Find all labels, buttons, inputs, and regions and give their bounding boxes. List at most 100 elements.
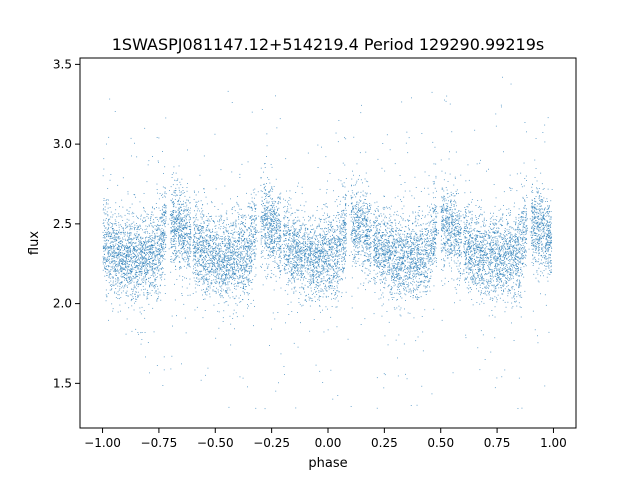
data-point — [527, 228, 528, 229]
data-point — [173, 244, 174, 245]
data-point — [115, 278, 116, 279]
data-point — [157, 233, 158, 234]
data-point — [440, 206, 441, 207]
data-point — [117, 279, 118, 280]
data-point — [460, 211, 461, 212]
data-point — [381, 213, 382, 214]
data-point — [458, 253, 459, 254]
data-point — [355, 254, 356, 255]
data-point — [325, 228, 326, 229]
data-point — [337, 256, 338, 257]
data-point — [414, 231, 415, 232]
data-point — [545, 245, 546, 246]
data-point — [393, 214, 394, 215]
data-point — [125, 228, 126, 229]
data-point — [186, 268, 187, 269]
data-point — [427, 234, 428, 235]
data-point — [139, 248, 140, 249]
data-point — [171, 238, 172, 239]
data-point — [313, 281, 314, 282]
data-point — [427, 238, 428, 239]
data-point — [507, 238, 508, 239]
data-point — [262, 205, 263, 206]
data-point — [352, 266, 353, 267]
data-point — [401, 298, 402, 299]
data-point — [491, 229, 492, 230]
data-point — [104, 230, 105, 231]
data-point — [238, 212, 239, 213]
data-point — [183, 236, 184, 237]
data-point — [473, 278, 474, 279]
data-point — [542, 229, 543, 230]
data-point — [541, 221, 542, 222]
data-point — [545, 208, 546, 209]
data-point — [523, 245, 524, 246]
data-point — [326, 288, 327, 289]
data-point — [337, 212, 338, 213]
data-point — [317, 262, 318, 263]
data-point — [533, 259, 534, 260]
data-point — [133, 289, 134, 290]
data-point — [411, 267, 412, 268]
data-point — [258, 232, 259, 233]
data-point — [219, 311, 220, 312]
data-point — [267, 201, 268, 202]
data-point — [427, 252, 428, 253]
data-point — [477, 347, 478, 348]
data-point — [220, 243, 221, 244]
data-point — [185, 257, 186, 258]
data-point — [321, 147, 322, 148]
data-point — [368, 211, 369, 212]
data-point — [290, 190, 291, 191]
data-point — [360, 200, 361, 201]
data-point — [400, 268, 401, 269]
data-point — [332, 399, 333, 400]
data-point — [474, 130, 475, 131]
data-point — [270, 189, 271, 190]
data-point — [337, 287, 338, 288]
data-point — [190, 226, 191, 227]
data-point — [326, 203, 327, 204]
data-point — [314, 319, 315, 320]
data-point — [474, 235, 475, 236]
data-point — [254, 198, 255, 199]
data-point — [185, 223, 186, 224]
data-point — [326, 218, 327, 219]
data-point — [551, 248, 552, 249]
data-point — [232, 318, 233, 319]
data-point — [450, 248, 451, 249]
data-point — [150, 282, 151, 283]
data-point — [345, 243, 346, 244]
data-point — [363, 226, 364, 227]
data-point — [267, 240, 268, 241]
data-point — [368, 270, 369, 271]
data-point — [495, 288, 496, 289]
data-point — [137, 225, 138, 226]
data-point — [257, 241, 258, 242]
data-point — [499, 269, 500, 270]
data-point — [138, 280, 139, 281]
data-point — [322, 270, 323, 271]
data-point — [323, 204, 324, 205]
data-point — [504, 274, 505, 275]
data-point — [369, 251, 370, 252]
data-point — [289, 254, 290, 255]
data-point — [237, 268, 238, 269]
data-point — [256, 219, 257, 220]
data-point — [329, 232, 330, 233]
data-point — [148, 214, 149, 215]
data-point — [235, 283, 236, 284]
data-point — [345, 247, 346, 248]
data-point — [251, 259, 252, 260]
data-point — [475, 283, 476, 284]
data-point — [315, 292, 316, 293]
data-point — [306, 295, 307, 296]
data-point — [501, 249, 502, 250]
data-point — [394, 285, 395, 286]
data-point — [486, 258, 487, 259]
data-point — [313, 253, 314, 254]
data-point — [206, 216, 207, 217]
data-point — [296, 235, 297, 236]
data-point — [345, 194, 346, 195]
data-point — [484, 292, 485, 293]
